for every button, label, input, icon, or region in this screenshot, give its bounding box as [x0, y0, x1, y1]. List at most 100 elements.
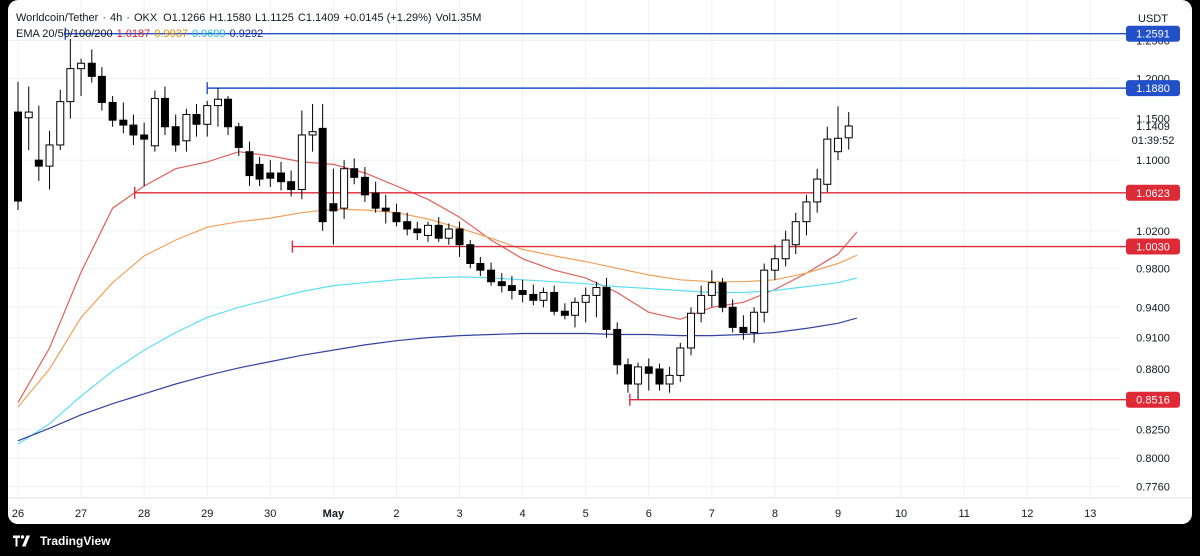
time-tick-label: 8 — [772, 508, 778, 520]
candle-up — [750, 311, 759, 334]
exchange: OKX — [133, 12, 158, 24]
price-tick-label: 0.7760 — [1136, 482, 1170, 494]
time-tick-label: 13 — [1084, 508, 1096, 520]
resistance-label: 1.2591 — [1136, 29, 1170, 41]
candle-up — [150, 97, 159, 147]
symbol-row: Worldcoin/Tether · 4h · OKX O1.1266 H1.1… — [16, 10, 481, 26]
candle-up — [676, 347, 685, 376]
candle-down — [413, 228, 422, 234]
time-tick-label: 28 — [138, 508, 150, 520]
candle-down — [192, 113, 201, 125]
time-tick-label: 30 — [264, 508, 276, 520]
chart-panel: 1.25001.20001.15001.10001.02000.98000.94… — [8, 0, 1192, 524]
symbol-name[interactable]: Worldcoin/Tether — [16, 12, 99, 24]
price-tick-label: 0.9100 — [1136, 333, 1170, 345]
candle-down — [277, 172, 286, 183]
time-axis[interactable]: 26 27 28 29 30 May 2 3 4 5 6 7 8 9 10 11 12 13 — [12, 508, 1097, 520]
candle-up — [844, 125, 853, 139]
candle-down — [224, 98, 233, 128]
candle-up — [634, 366, 643, 385]
candle-up — [66, 68, 75, 103]
candle-up — [592, 287, 601, 296]
price-tick-label: 1.1500 — [1136, 114, 1170, 126]
candle-down — [455, 228, 464, 246]
candle-up — [770, 258, 779, 271]
bar-countdown-label: 01:39:52 — [1132, 135, 1175, 147]
candle-down — [129, 124, 138, 136]
candle-down — [560, 310, 569, 316]
price-chart[interactable]: 1.25001.20001.15001.10001.02000.98000.94… — [8, 0, 1192, 524]
last-price-label: 1.1409 — [1136, 121, 1170, 133]
candle-down — [171, 126, 180, 146]
candle-up — [665, 374, 674, 385]
candle-down — [329, 203, 338, 212]
level-lines — [64, 27, 1126, 406]
candle-up — [791, 221, 800, 246]
volume-value: Vol1.35M — [435, 12, 482, 24]
candle-up — [802, 201, 811, 223]
candle-down — [108, 101, 117, 121]
time-tick-label: 5 — [583, 508, 589, 520]
candle-down — [140, 134, 149, 140]
candle-down — [518, 289, 527, 295]
ema50-line — [17, 208, 858, 408]
support-label-bg — [1126, 238, 1180, 255]
candle-down — [487, 269, 496, 283]
price-tick-label: 0.8250 — [1136, 424, 1170, 436]
ema20-line — [17, 151, 858, 403]
candle-up — [56, 101, 65, 146]
candle-down — [119, 119, 128, 126]
candle-down — [266, 172, 275, 179]
time-tick-label: 4 — [520, 508, 526, 520]
candle-up — [444, 228, 453, 239]
candle-up — [45, 144, 54, 167]
tradingview-logo-icon[interactable] — [10, 534, 34, 548]
candle-down — [318, 127, 327, 223]
ema200-line — [17, 317, 858, 442]
high-value: H1.1580 — [209, 12, 251, 24]
candle-up — [707, 282, 716, 296]
candle-up — [308, 131, 317, 136]
time-tick-label: 27 — [75, 508, 87, 520]
resistance-label: 1.1880 — [1136, 83, 1170, 95]
level-labels: 1.2591 1.1880 1.0623 1.0030 0.8516 — [1126, 25, 1180, 408]
candle-up — [182, 113, 191, 142]
candle-down — [255, 163, 264, 180]
time-tick-label: 3 — [456, 508, 462, 520]
support-label: 0.8516 — [1136, 395, 1170, 407]
time-tick-label: 10 — [895, 508, 907, 520]
candle-down — [234, 126, 243, 148]
brand-name[interactable]: TradingView — [40, 534, 111, 548]
price-tick-label: 0.9800 — [1136, 263, 1170, 275]
ema20-value: 1.0187 — [116, 28, 151, 40]
candle-up — [823, 138, 832, 185]
ema-label[interactable]: EMA 20/50/100/200 — [16, 28, 113, 40]
candle-down — [550, 291, 559, 312]
price-axis[interactable]: 1.25001.20001.15001.10001.02000.98000.94… — [1132, 36, 1175, 494]
price-tick-label: 0.9400 — [1136, 302, 1170, 314]
sep: · — [102, 12, 107, 24]
candle-down — [245, 151, 254, 177]
price-tick-label: 1.0200 — [1136, 226, 1170, 238]
candle-up — [297, 134, 306, 191]
support-label-bg — [1126, 391, 1180, 408]
price-tick-label: 0.8800 — [1136, 364, 1170, 376]
interval[interactable]: 4h — [110, 12, 123, 24]
candle-down — [728, 306, 737, 328]
ema50-value: 0.9937 — [154, 28, 188, 40]
support-label-bg — [1126, 184, 1180, 201]
candle-down — [623, 364, 632, 385]
candle-up — [687, 312, 696, 349]
time-tick-label: 11 — [958, 508, 969, 520]
candle-up — [697, 294, 706, 314]
low-value: L1.1125 — [254, 12, 294, 24]
candle-down — [360, 176, 369, 196]
grid — [8, 0, 1192, 499]
currency-label: USDT — [1138, 13, 1168, 25]
ema200-value: 0.9292 — [229, 28, 264, 40]
ema100-line — [17, 276, 858, 445]
candle-down — [14, 111, 22, 202]
candle-down — [718, 282, 727, 308]
ema-row: EMA 20/50/100/200 1.0187 0.9937 0.9699 0… — [16, 26, 481, 42]
